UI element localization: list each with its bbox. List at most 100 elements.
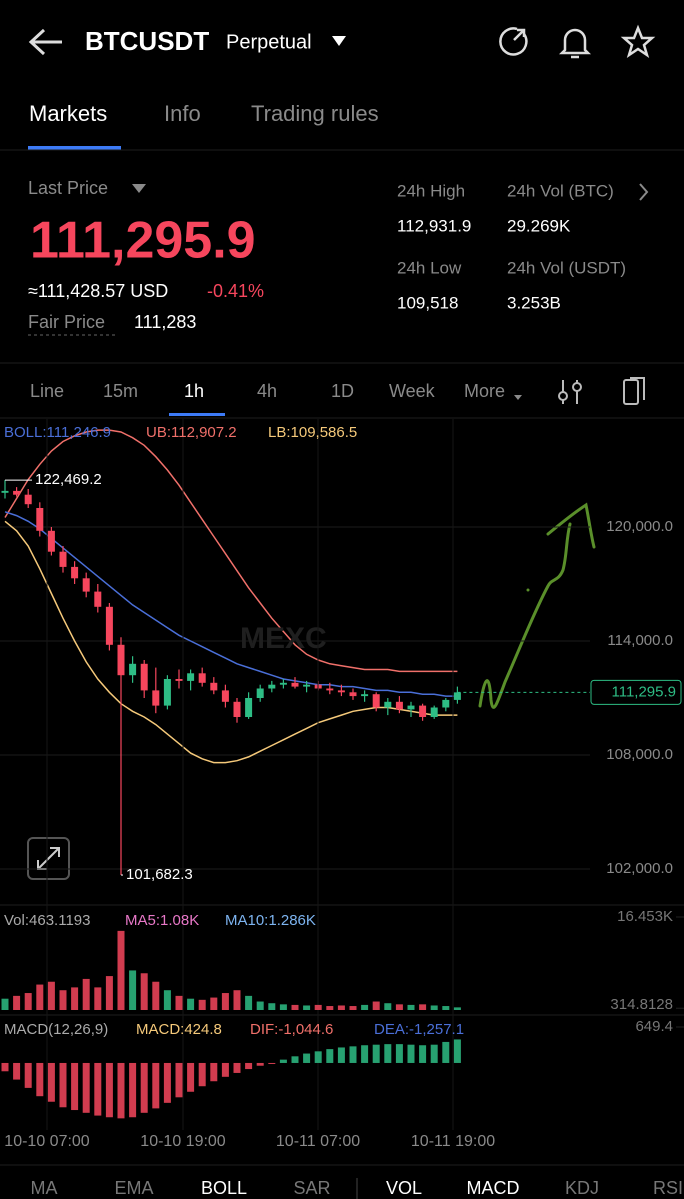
candle-body [221, 690, 229, 702]
interval[interactable]: Week [389, 381, 436, 401]
interval[interactable]: 15m [103, 381, 138, 401]
boll-legend: UB:112,907.2 [146, 424, 237, 441]
candle-body [13, 490, 21, 495]
indicator-tab[interactable]: BOLL [201, 1178, 247, 1198]
bar [105, 1062, 113, 1118]
refresh-icon[interactable] [499, 27, 528, 56]
bar [47, 1062, 55, 1102]
settings-icon[interactable] [558, 380, 582, 404]
bar [163, 1062, 171, 1103]
candle-body [303, 684, 311, 687]
candle-body [82, 578, 90, 592]
interval[interactable]: 1D [331, 381, 354, 401]
bar [361, 1045, 369, 1063]
bar [221, 993, 229, 1010]
bar [82, 1062, 90, 1113]
bar [24, 993, 32, 1010]
bar [59, 1062, 67, 1108]
bar [198, 999, 206, 1010]
interval[interactable]: Line [30, 381, 64, 401]
bar [395, 1004, 403, 1010]
tab[interactable]: Markets [29, 101, 107, 126]
candle-body [36, 508, 44, 531]
bar [163, 990, 171, 1010]
bar [13, 995, 21, 1010]
bar [221, 1062, 229, 1077]
bar [430, 1044, 438, 1063]
candle-body [105, 606, 113, 645]
bar [210, 1062, 218, 1082]
candle-body [233, 701, 241, 717]
bar [187, 998, 195, 1010]
candle-body [407, 705, 415, 710]
interval[interactable]: 1h [184, 381, 204, 401]
candle-body [24, 494, 32, 505]
bar [349, 1006, 357, 1010]
back-button[interactable] [28, 28, 62, 56]
indicator-tab[interactable]: EMA [114, 1178, 153, 1198]
more-arrow[interactable] [514, 395, 522, 400]
boll-line [4, 511, 458, 697]
candle-body [129, 663, 137, 676]
bar [245, 1062, 253, 1070]
indicator-tab[interactable]: VOL [386, 1178, 422, 1198]
tab[interactable]: Info [164, 101, 201, 126]
bar [187, 1062, 195, 1092]
bar [384, 1044, 392, 1063]
candle-body [279, 682, 287, 685]
boll-legend: LB:109,586.5 [268, 424, 357, 441]
stat-value: 109,518 [397, 293, 458, 312]
dropdown-arrow[interactable] [132, 184, 146, 193]
fair-price-label: Fair Price [28, 312, 105, 332]
symbol: BTCUSDT [85, 26, 209, 56]
expand-button[interactable] [27, 837, 70, 880]
indicator-tab[interactable]: RSI [653, 1178, 683, 1198]
bar [105, 976, 113, 1010]
candle-body [372, 694, 380, 708]
candle-body [430, 707, 438, 717]
panel-legend: MACD(12,26,9) [4, 1021, 108, 1038]
indicator-tab[interactable]: MACD [467, 1178, 520, 1198]
bar [372, 1044, 380, 1063]
stat-label: 24h High [397, 181, 465, 200]
y-tick-label: 16.453K [617, 908, 673, 925]
tab[interactable]: Trading rules [251, 101, 379, 126]
candle-body [94, 591, 102, 607]
bar [152, 981, 160, 1010]
bar [326, 1049, 334, 1063]
candle-body [187, 673, 195, 681]
indicator-tab[interactable]: SAR [293, 1178, 330, 1198]
tab-underline [28, 146, 121, 150]
candle-body [442, 699, 450, 708]
bar [198, 1062, 206, 1087]
device-icon[interactable] [623, 377, 645, 405]
candle-body [361, 694, 369, 697]
candle-body [349, 692, 357, 697]
y-tick-label: 108,000.0 [606, 746, 673, 763]
interval[interactable]: 4h [257, 381, 277, 401]
interval[interactable]: More [464, 381, 505, 401]
chevron[interactable] [639, 183, 649, 201]
bar [117, 930, 125, 1010]
contract-type: Perpetual [226, 31, 312, 53]
star-icon[interactable] [620, 24, 656, 58]
bell-icon[interactable] [558, 28, 592, 59]
dropdown-arrow[interactable] [332, 36, 346, 46]
bar [210, 997, 218, 1010]
bar [361, 1004, 369, 1010]
candle-body [1, 490, 9, 493]
bar [395, 1044, 403, 1063]
indicator-tab[interactable]: KDJ [565, 1178, 599, 1198]
approx-price: ≈111,428.57 USD [28, 281, 168, 301]
bar [268, 1003, 276, 1010]
bar [140, 973, 148, 1010]
price-change: -0.41% [207, 281, 264, 301]
indicator-tab[interactable]: MA [31, 1178, 58, 1198]
bar [129, 1062, 137, 1118]
stat-label: 24h Low [397, 258, 462, 277]
hand-drawn-arrow [478, 502, 596, 709]
bar [453, 1007, 461, 1010]
candle-body [384, 701, 392, 708]
candle-body [326, 688, 334, 691]
